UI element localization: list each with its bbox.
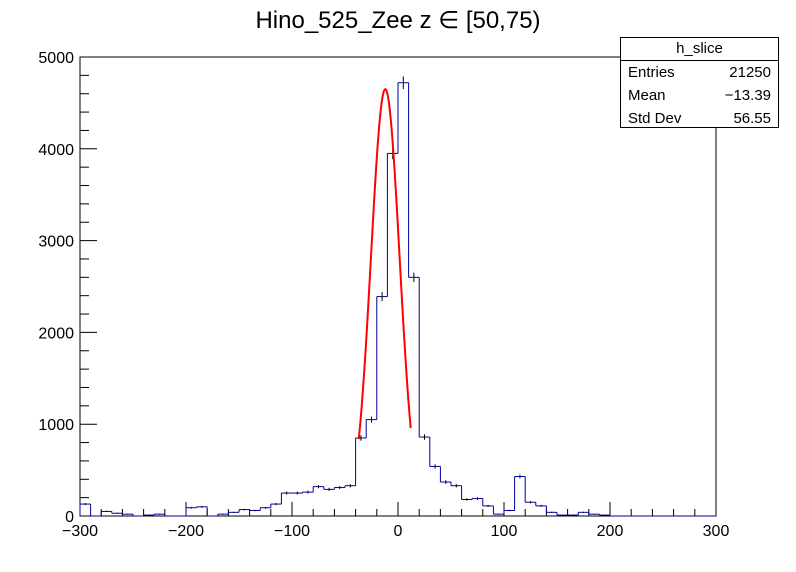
stats-label: Mean	[628, 87, 666, 104]
y-tick-label: 1000	[38, 417, 74, 434]
stats-label: Std Dev	[628, 110, 682, 127]
chart-title: Hino_525_Zee z ∈ [50,75)	[255, 7, 541, 34]
fit-curve	[357, 88, 412, 440]
stats-row-mean: Mean −13.39	[621, 84, 778, 107]
stats-row-stddev: Std Dev 56.55	[621, 107, 778, 130]
error-bars	[84, 76, 606, 516]
y-tick-label: 2000	[38, 325, 74, 342]
y-tick-label: 0	[65, 509, 74, 526]
stats-value: −13.39	[724, 87, 771, 104]
histogram-bins	[79, 82, 716, 517]
x-tick-label: −300	[62, 523, 98, 540]
y-tick-label: 4000	[38, 142, 74, 159]
x-tick-label: 0	[394, 523, 403, 540]
x-tick-label: −200	[168, 523, 204, 540]
stats-value: 56.55	[733, 110, 771, 127]
x-tick-label: −100	[274, 523, 310, 540]
stats-title: h_slice	[621, 38, 778, 61]
y-tick-label: 3000	[38, 234, 74, 251]
x-tick-label: 100	[491, 523, 518, 540]
stats-row-entries: Entries 21250	[621, 61, 778, 84]
x-tick-label: 300	[703, 523, 730, 540]
x-tick-label: 200	[597, 523, 624, 540]
y-tick-label: 5000	[38, 50, 74, 67]
stats-box: h_slice Entries 21250 Mean −13.39 Std De…	[620, 37, 779, 128]
stats-label: Entries	[628, 64, 675, 81]
tick-labels: −300 −200 −100 0 100 200 300010002000300040005…	[38, 50, 729, 540]
stats-value: 21250	[729, 64, 771, 81]
gaussian-fit-line	[357, 88, 412, 440]
